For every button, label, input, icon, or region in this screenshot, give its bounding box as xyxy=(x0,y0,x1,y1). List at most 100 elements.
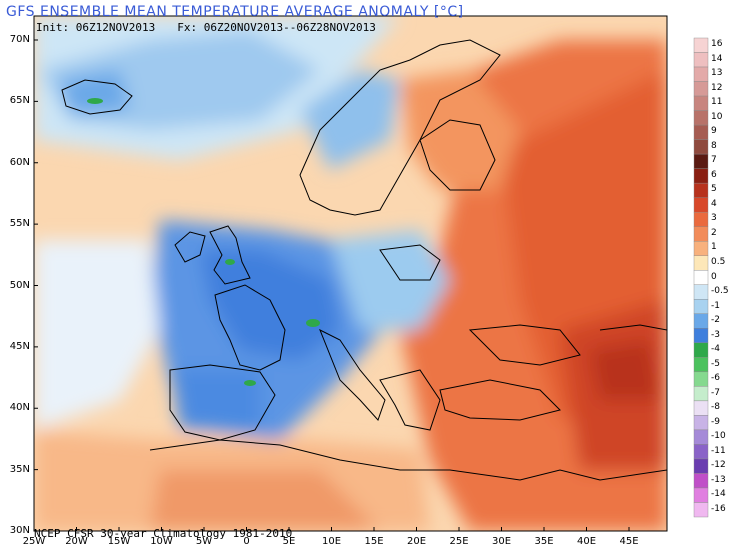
colorbar-label: -16 xyxy=(711,503,726,514)
colorbar-label: -3 xyxy=(711,329,720,340)
colorbar-label: 9 xyxy=(711,126,717,137)
colorbar-swatch xyxy=(693,241,709,256)
lon-label: 35E xyxy=(534,536,554,547)
lon-label: 10E xyxy=(321,536,342,547)
colorbar-label: -0.5 xyxy=(711,286,729,296)
colorbar-swatch xyxy=(693,168,709,184)
init-time: Init: 06Z12NOV2013 xyxy=(36,21,156,34)
colorbar-label: 0.5 xyxy=(711,256,726,267)
lat-label: 55N xyxy=(9,218,30,230)
colorbar-swatch xyxy=(693,66,709,82)
lon-ticks xyxy=(33,527,630,531)
cold-spot-spain xyxy=(244,380,256,386)
colorbar-label: -7 xyxy=(711,387,720,398)
colorbar-label: 8 xyxy=(711,140,717,151)
colorbar-swatch xyxy=(693,473,709,489)
colorbar-swatch xyxy=(693,487,709,503)
colorbar-label: -8 xyxy=(711,402,720,413)
lat-label: 60N xyxy=(9,156,30,168)
colorbar-label: 14 xyxy=(711,53,723,64)
colorbar-swatch xyxy=(693,95,709,111)
colorbar-label: 6 xyxy=(711,169,717,180)
colorbar-swatch xyxy=(693,153,709,169)
lat-label: 50N xyxy=(9,279,30,291)
colorbar-label: -5 xyxy=(711,358,720,369)
colorbar-swatch xyxy=(693,139,709,155)
colorbar-swatch xyxy=(693,197,709,213)
cold-spot-alps xyxy=(306,319,320,327)
colorbar-label: 0 xyxy=(711,271,717,282)
colorbar-swatch xyxy=(693,226,709,242)
colorbar-swatch xyxy=(693,400,709,416)
lon-label: 5W xyxy=(195,536,213,547)
colorbar-swatch xyxy=(693,386,709,402)
colorbar-swatch xyxy=(693,211,709,227)
colorbar-label: 4 xyxy=(711,198,717,209)
colorbar-swatch xyxy=(693,284,709,300)
colorbar-label: 10 xyxy=(711,111,723,122)
colorbar-swatch xyxy=(693,299,709,314)
lat-label: 45N xyxy=(9,340,30,352)
colorbar-label: 12 xyxy=(711,82,723,93)
lon-label: 20E xyxy=(406,536,427,547)
colorbar-swatch xyxy=(693,371,709,387)
colorbar-label: -13 xyxy=(711,474,726,485)
coastlines xyxy=(61,39,667,481)
colorbar-label: 13 xyxy=(711,68,723,79)
map-title: GFS ENSEMBLE MEAN TEMPERATURE AVERAGE AN… xyxy=(6,4,464,20)
colorbar-label: 1 xyxy=(711,242,717,253)
lat-label: 65N xyxy=(9,95,30,107)
lat-label: 30N xyxy=(9,525,30,536)
colorbar-swatch xyxy=(693,444,709,460)
lon-label: 5E xyxy=(282,536,296,547)
cold-spot-england xyxy=(225,259,235,265)
colorbar-label: 5 xyxy=(711,184,717,195)
lon-label: 15E xyxy=(364,536,384,547)
map-frame xyxy=(33,15,668,532)
colorbar-label: 11 xyxy=(711,97,723,108)
cold-spot-iceland xyxy=(87,98,103,104)
lon-label: 0 xyxy=(243,536,250,547)
lon-label: 25W xyxy=(22,536,46,547)
lon-label: 20W xyxy=(65,536,88,547)
colorbar-swatch xyxy=(693,429,709,445)
colorbar-swatch xyxy=(693,458,709,474)
colorbar-swatch xyxy=(693,415,709,431)
colorbar-swatch xyxy=(693,52,709,68)
colorbar-label: 16 xyxy=(711,39,723,50)
colorbar-label: 3 xyxy=(711,213,717,224)
colorbar-label: -6 xyxy=(711,373,720,384)
colorbar-swatch xyxy=(693,110,709,126)
colorbar-swatch xyxy=(693,124,709,140)
colorbar-label: -1 xyxy=(711,300,720,311)
colorbar-label: 2 xyxy=(711,227,717,238)
lon-label: 40E xyxy=(576,536,597,547)
colorbar-swatch xyxy=(693,270,709,285)
colorbar-swatch xyxy=(693,81,709,97)
colorbar-swatch xyxy=(693,502,709,518)
lat-label: 40N xyxy=(9,402,30,414)
lon-label: 25E xyxy=(449,536,469,547)
anomaly-field xyxy=(34,16,667,531)
colorbar-label: -12 xyxy=(711,460,726,471)
colorbar-swatch xyxy=(693,313,709,329)
colorbar-label: -10 xyxy=(711,431,726,442)
colorbar-label: -14 xyxy=(711,489,726,500)
climatology-note: NCEP CFSR 30-year Climatology 1981-2010 xyxy=(34,527,293,540)
lon-label: 10W xyxy=(150,536,173,547)
lon-label: 30E xyxy=(491,536,512,547)
colorbar-label: -4 xyxy=(711,344,720,355)
colorbar-label: -2 xyxy=(711,315,720,326)
colorbar-swatch xyxy=(693,342,709,358)
colorbar-label: -11 xyxy=(711,445,726,456)
lon-label: 15W xyxy=(107,536,131,547)
map-subtitle: Init: 06Z12NOV2013 Fx: 06Z20NOV2013--06Z2… xyxy=(36,21,376,34)
colorbar-swatch xyxy=(693,255,709,271)
lat-label: 70N xyxy=(9,34,30,45)
valid-period: Fx: 06Z20NOV2013--06Z28NOV2013 xyxy=(177,21,376,34)
colorbar xyxy=(693,37,709,518)
colorbar-swatch xyxy=(693,182,709,198)
lat-ticks xyxy=(34,39,38,532)
lat-label: 35N xyxy=(9,463,30,475)
colorbar-label: -9 xyxy=(711,416,720,427)
